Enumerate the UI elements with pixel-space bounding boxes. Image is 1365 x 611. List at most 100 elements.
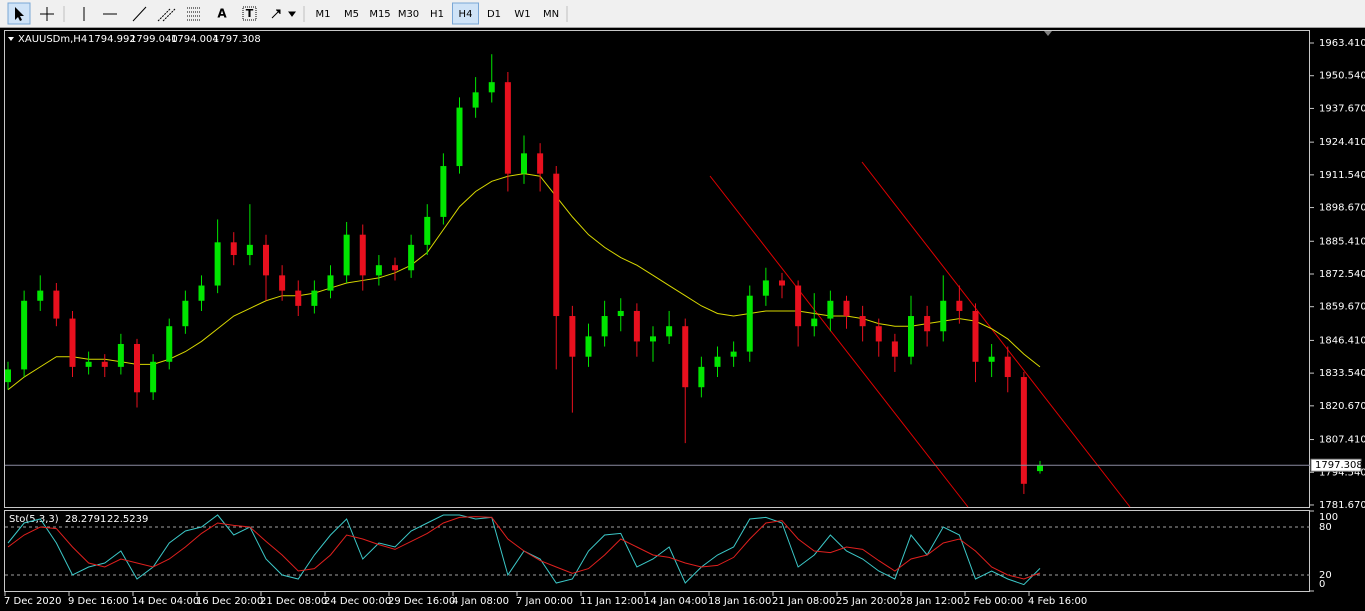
shift-marker [1044, 31, 1052, 36]
x-tick-label: 28 Jan 12:00 [900, 596, 963, 607]
y-tick-label: 1950.540 [1319, 71, 1365, 82]
candle-body [682, 326, 689, 388]
quote-value: 1799.040 [130, 34, 178, 45]
candle-body [1020, 377, 1027, 484]
candle-body [988, 356, 995, 362]
candle-body [214, 242, 221, 286]
channel-line [861, 161, 1131, 508]
y-tick-label: 1859.670 [1319, 302, 1365, 313]
x-tick-label: 2 Feb 00:00 [964, 596, 1023, 607]
candle-body [101, 361, 108, 367]
x-tick-label: 7 Jan 00:00 [516, 596, 573, 607]
quote-value: 1797.308 [213, 34, 261, 45]
x-tick-label: 14 Jan 04:00 [644, 596, 707, 607]
chart-window: XAUUSDm,H4 Sto(5,3,3) 1794.9921799.04017… [0, 28, 1365, 611]
trendline-icon[interactable] [132, 6, 147, 22]
timeframe-button[interactable]: D1 [487, 9, 501, 20]
x-tick-label: 21 Jan 08:00 [772, 596, 835, 607]
candle-body [392, 265, 398, 271]
x-tick-label: 24 Dec 00:00 [324, 596, 391, 607]
main-frame [4, 30, 1310, 508]
candle-body [762, 280, 769, 296]
label-tool[interactable]: T [246, 7, 254, 20]
candle-body [875, 326, 882, 342]
candle-body [53, 290, 60, 319]
y-tick-label: 1924.410 [1319, 137, 1365, 148]
candle-body [5, 369, 11, 383]
x-tick-label: 21 Dec 08:00 [260, 596, 327, 607]
y-tick-label: 1937.670 [1319, 103, 1365, 114]
x-tick-label: 14 Dec 04:00 [132, 596, 199, 607]
text-tool[interactable]: A [217, 7, 227, 21]
x-tick-label: 25 Jan 20:00 [836, 596, 899, 607]
timeframe-button[interactable]: M30 [398, 9, 419, 20]
fibo-icon[interactable] [187, 7, 201, 21]
crosshair-icon[interactable] [40, 7, 54, 21]
label-tool-box[interactable] [242, 6, 257, 21]
collapse-arrow [8, 37, 14, 41]
timeframe-button[interactable]: M1 [316, 9, 331, 20]
candle-body [456, 107, 463, 167]
timeframe-button[interactable]: H4 [459, 9, 473, 20]
candle-body [117, 343, 124, 367]
candle-body [134, 343, 140, 393]
candle-body [198, 285, 205, 301]
candle-body [504, 82, 511, 174]
candle-body [585, 336, 592, 357]
candle-body [488, 82, 495, 93]
candle-body [859, 316, 866, 327]
candle-body [827, 300, 834, 319]
candle-body [1004, 356, 1011, 378]
candle-body [424, 216, 431, 245]
x-tick-label: 4 Feb 16:00 [1028, 596, 1087, 607]
candle-body [230, 242, 237, 256]
timeframe-button[interactable]: M15 [369, 9, 390, 20]
candle-body [375, 265, 382, 276]
y-tick-label: 100 [1319, 512, 1338, 523]
candle-body [569, 316, 576, 357]
y-tick-label: 20 [1319, 570, 1332, 581]
candle-body [843, 300, 850, 317]
price-label: 1797.308 [1315, 460, 1363, 471]
candle-body [246, 244, 253, 256]
x-tick-label: 18 Jan 16:00 [708, 596, 771, 607]
candle-body [182, 300, 189, 327]
y-tick-label: 1846.410 [1319, 335, 1365, 346]
candle-body [666, 326, 673, 337]
y-tick-label: 1794.540 [1319, 467, 1365, 478]
candle-body [69, 318, 76, 367]
candle-body [553, 173, 560, 317]
candle-body [891, 341, 898, 357]
candle-body [327, 275, 334, 291]
chart-bg [0, 28, 1365, 611]
x-tick-label: 29 Dec 16:00 [388, 596, 455, 607]
candle-body [698, 366, 705, 388]
candle-body [21, 300, 28, 370]
candle-body [650, 336, 656, 342]
timeframe-button[interactable]: M5 [344, 9, 359, 20]
timeframe-button[interactable]: W1 [514, 9, 530, 20]
y-tick-label: 1911.540 [1319, 170, 1365, 181]
candle-body [472, 92, 479, 108]
arrows-icon[interactable] [271, 9, 296, 19]
x-tick-label: 11 Jan 12:00 [580, 596, 643, 607]
candle-body [811, 318, 818, 327]
chart-title: XAUUSDm,H4 [18, 34, 87, 45]
timeframe-active [452, 2, 479, 25]
candle-body [617, 310, 624, 317]
candle-body [311, 290, 318, 306]
timeframe-button[interactable]: H1 [430, 9, 444, 20]
quote-value: 1794.992 [88, 34, 136, 45]
candle-body [295, 290, 302, 306]
y-tick-label: 0 [1319, 579, 1325, 590]
timeframe-button[interactable]: MN [543, 9, 559, 20]
candle-body [924, 316, 931, 332]
candle-body [85, 361, 92, 367]
y-tick-label: 1781.670 [1319, 500, 1365, 511]
x-tick-label: 9 Dec 16:00 [68, 596, 129, 607]
candle-body [779, 280, 785, 286]
quote-value: 1794.004 [171, 34, 219, 45]
candle-body [537, 153, 544, 174]
toolbar: A T M1 M5 M15 M30 H1 H4 D1 W1 MN [0, 0, 1365, 28]
sto-line [7, 516, 1041, 580]
